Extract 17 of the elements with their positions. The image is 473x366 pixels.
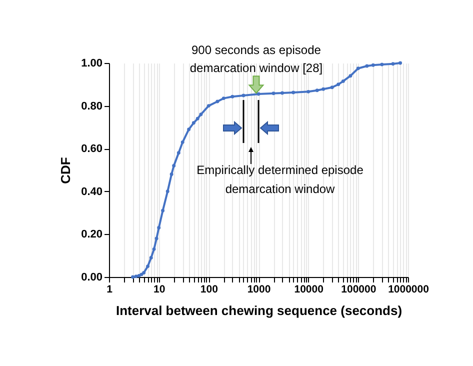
y-tick-label: 0.40 (81, 186, 102, 198)
x-tick-label: 1000 (247, 284, 271, 296)
x-tick-label: 100000 (341, 284, 376, 296)
x-tick-label: 1000000 (388, 284, 430, 296)
x-axis-title: Interval between chewing sequence (seconds) (116, 303, 402, 318)
x-tick-label: 1 (106, 284, 113, 296)
annotation: Empirically determined episode demarcation window (196, 163, 364, 196)
y-tick-label: 0.60 (81, 143, 102, 156)
y-tick-label: 0.00 (81, 272, 102, 284)
y-axis-title: CDF (58, 157, 74, 184)
y-tick-label: 0.80 (81, 100, 102, 112)
y-tick-label: 0.20 (81, 228, 102, 241)
x-tick-label: 100 (200, 284, 218, 296)
x-tick-label: 10 (153, 284, 166, 296)
annotation: 900 seconds as episode demarcation window [28] (190, 43, 323, 75)
y-tick-label: 1.00 (81, 58, 102, 70)
x-tick-label: 10000 (294, 284, 324, 296)
